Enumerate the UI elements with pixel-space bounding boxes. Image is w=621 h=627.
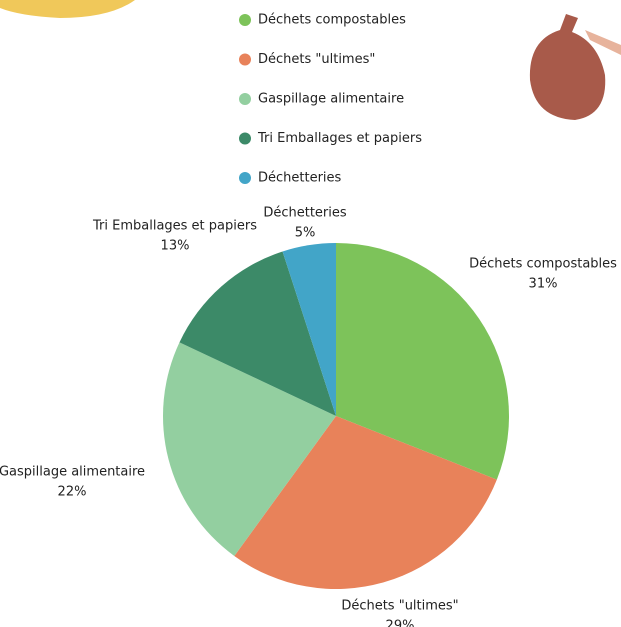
slice-value-label: 31% [529, 277, 558, 292]
slice-value-label: 13% [161, 239, 190, 254]
decor-bag [530, 14, 605, 120]
legend-marker [239, 14, 251, 26]
legend-marker [239, 133, 251, 145]
legend-label: Déchetteries [258, 171, 342, 186]
slice-label: Déchets compostables [469, 257, 617, 272]
slice-label: Gaspillage alimentaire [0, 465, 145, 480]
legend-label: Gaspillage alimentaire [258, 92, 404, 107]
slice-label: Déchetteries [263, 206, 347, 221]
slice-value-label: 29% [386, 619, 415, 627]
legend-marker [239, 172, 251, 184]
legend-marker [239, 54, 251, 66]
slice-value-label: 22% [58, 485, 87, 500]
slice-value-label: 5% [295, 226, 316, 241]
slice-label: Déchets "ultimes" [341, 599, 458, 614]
chart: Déchets compostables 31% Déchets "ultimes"… [0, 0, 621, 627]
legend-marker [239, 93, 251, 105]
legend-label: Déchets "ultimes" [258, 52, 375, 67]
legend-label: Déchets compostables [258, 13, 406, 28]
slice-label: Tri Emballages et papiers [92, 219, 257, 234]
legend-label: Tri Emballages et papiers [257, 131, 422, 146]
decor-blob [0, 0, 135, 18]
